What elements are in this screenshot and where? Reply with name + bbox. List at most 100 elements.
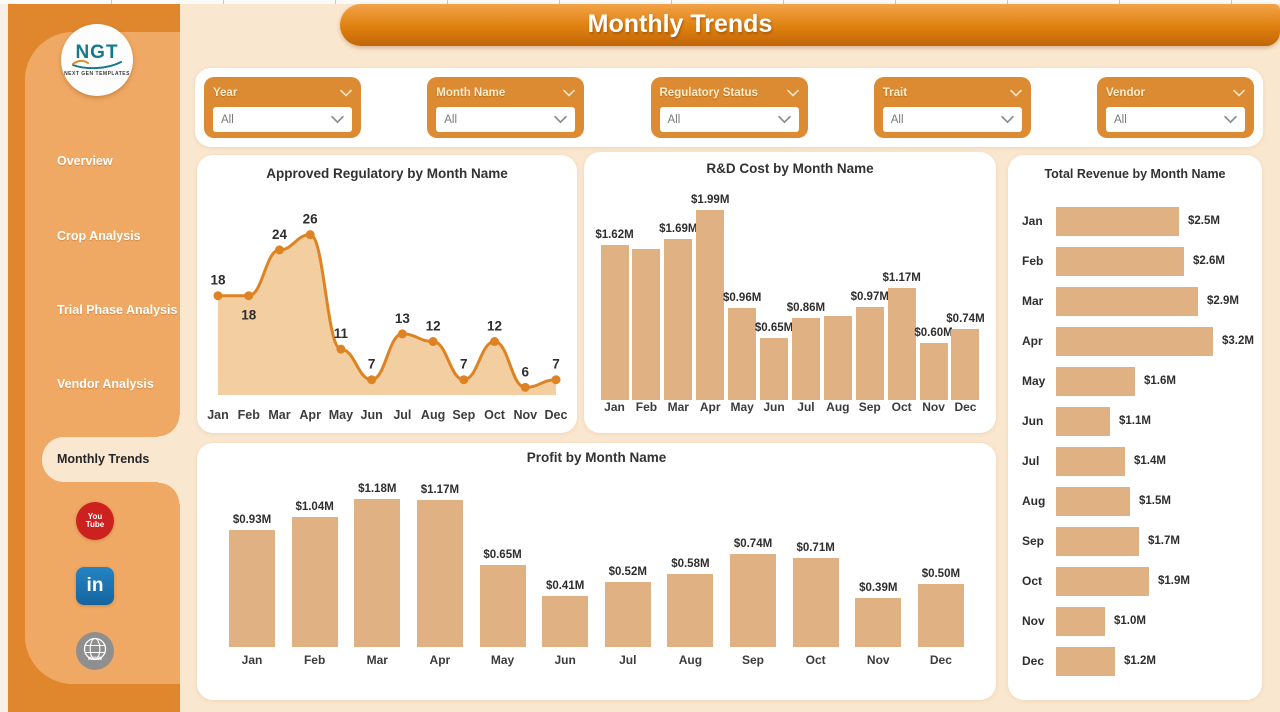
- filter-vendor-dropdown[interactable]: All: [1106, 107, 1245, 132]
- value-label-May: $0.65M: [483, 549, 522, 561]
- bar-Jan[interactable]: [600, 245, 629, 400]
- value-label-Jul: $0.86M: [786, 302, 826, 314]
- line-point-Dec[interactable]: [551, 375, 561, 385]
- bar-Oct[interactable]: [1056, 566, 1149, 596]
- axis-label-Jun: Jun: [554, 653, 576, 667]
- bar-Jul[interactable]: [1056, 446, 1125, 476]
- bar-Nov[interactable]: [919, 343, 948, 400]
- axis-label-Nov: Nov: [866, 653, 890, 667]
- axis-label-May: May: [1022, 374, 1046, 388]
- line-point-Jun[interactable]: [367, 375, 377, 385]
- bar-Jan[interactable]: [1056, 206, 1179, 236]
- website-globe-icon[interactable]: www: [76, 632, 114, 670]
- value-label-Aug: $0.58M: [671, 558, 710, 570]
- bar-Dec[interactable]: [1056, 646, 1115, 676]
- sidebar-item-trial-phase-analysis[interactable]: Trial Phase Analysis: [57, 303, 178, 317]
- bar-Jun[interactable]: [542, 596, 589, 647]
- bar-Jul[interactable]: [791, 318, 820, 400]
- filter-month-name-dropdown[interactable]: All: [436, 107, 576, 132]
- filter-selected-value: All: [444, 113, 458, 126]
- line-point-Jul[interactable]: [397, 329, 407, 339]
- youtube-icon[interactable]: You Tube: [76, 502, 114, 540]
- line-area-chart: 18 18 24 26 11 7 13 12 7 12 6 7: [210, 212, 561, 395]
- sidebar-item-vendor-analysis[interactable]: Vendor Analysis: [57, 377, 154, 391]
- bar-Apr[interactable]: [696, 210, 725, 400]
- line-point-Nov[interactable]: [520, 382, 530, 392]
- bar-Nov[interactable]: [855, 598, 902, 647]
- filter-trait-dropdown[interactable]: All: [882, 107, 1022, 132]
- axis-label-Jan: Jan: [241, 653, 263, 667]
- sidebar-item-monthly-trends[interactable]: Monthly Trends: [42, 415, 180, 504]
- bar-column-Nov: $0.60M: [914, 178, 953, 400]
- bar-Jun[interactable]: [1056, 406, 1110, 436]
- card-profit: Profit by Month Name $0.93M $1.04M $1.18M $…: [197, 443, 996, 700]
- bar-May[interactable]: [728, 308, 757, 400]
- bar-Aug[interactable]: [667, 574, 714, 647]
- value-label-Dec: $0.74M: [946, 313, 985, 325]
- rd-cost-x-axis: Jan Feb Mar Apr May Jun Jul Aug Sep Oct Nov Dec: [600, 400, 980, 420]
- filter-collapse-chevron[interactable]: [1233, 84, 1245, 102]
- bar-Nov[interactable]: [1056, 606, 1105, 636]
- bar-Sep[interactable]: [1056, 526, 1139, 556]
- line-point-Sep[interactable]: [459, 375, 469, 385]
- filter-collapse-chevron[interactable]: [563, 84, 576, 102]
- bar-May[interactable]: [479, 565, 526, 647]
- filter-collapse-chevron[interactable]: [786, 84, 799, 102]
- bar-May[interactable]: [1056, 366, 1135, 396]
- line-point-Mar[interactable]: [274, 245, 284, 255]
- bar-Mar[interactable]: [1056, 286, 1198, 316]
- filter-label: Trait: [882, 87, 908, 99]
- bar-Aug[interactable]: [1056, 486, 1130, 516]
- line-point-Jan[interactable]: [213, 291, 223, 301]
- bar-Dec[interactable]: [917, 584, 964, 647]
- bar-Mar[interactable]: [664, 239, 693, 400]
- value-label-Jan: $1.62M: [595, 229, 634, 241]
- bar-Apr[interactable]: [416, 500, 463, 647]
- bar-Dec[interactable]: [951, 329, 980, 400]
- sidebar: NGT NEXT GEN TEMPLATES Overview Crop Anal…: [8, 4, 180, 712]
- bar-Feb[interactable]: [291, 517, 338, 647]
- bar-Aug[interactable]: [823, 316, 852, 400]
- bar-Oct[interactable]: [792, 558, 839, 647]
- chevron-down-icon: [554, 115, 568, 123]
- bar-column-May: $0.96M: [723, 178, 761, 400]
- bar-column-Jan: $0.93M: [223, 479, 281, 647]
- linkedin-icon[interactable]: in: [76, 567, 114, 605]
- bar-column-Oct: $0.71M: [787, 479, 845, 647]
- value-label-Jan: 18: [210, 273, 226, 288]
- sidebar-item-overview[interactable]: Overview: [57, 154, 113, 168]
- bar-Feb[interactable]: [1056, 246, 1184, 276]
- bar-Sep[interactable]: [855, 307, 884, 400]
- bar-column-Jun: $0.65M: [755, 178, 793, 400]
- filter-bar: Year All Month Name All Regulatory Status All…: [195, 68, 1263, 147]
- bar-column-Feb: $1.04M: [286, 479, 344, 647]
- bar-Jan[interactable]: [229, 530, 275, 647]
- page-title: Monthly Trends: [587, 10, 773, 38]
- filter-collapse-chevron[interactable]: [1009, 84, 1022, 102]
- bar-Sep[interactable]: [730, 554, 776, 647]
- bar-Jun[interactable]: [760, 338, 789, 400]
- bar-column-Apr: $1.17M: [411, 479, 469, 647]
- filter-collapse-chevron[interactable]: [340, 84, 352, 102]
- bar-Mar[interactable]: [354, 499, 401, 647]
- sidebar-item-crop-analysis[interactable]: Crop Analysis: [57, 229, 141, 243]
- total-revenue-plot: Jan $2.5M Feb $2.6M Mar $2.9M Apr $3.2M May $1.6M…: [1022, 201, 1262, 681]
- globe-glyph: www: [76, 632, 114, 670]
- bar-Feb[interactable]: [632, 249, 661, 400]
- bar-Oct[interactable]: [887, 288, 916, 400]
- line-point-Oct[interactable]: [490, 337, 500, 347]
- line-point-Apr[interactable]: [305, 230, 315, 240]
- line-point-May[interactable]: [336, 344, 346, 354]
- profit-x-axis: Jan Feb Mar Apr May Jun Jul Aug Sep Oct Nov Dec: [223, 653, 970, 675]
- axis-label-Nov: Nov: [922, 400, 945, 414]
- bar-column-Nov: $0.39M: [849, 479, 907, 647]
- line-point-Aug[interactable]: [428, 337, 438, 347]
- filter-year-dropdown[interactable]: All: [213, 107, 352, 132]
- filter-header: Vendor: [1106, 84, 1245, 102]
- bar-Jul[interactable]: [604, 582, 651, 647]
- filter-regulatory-status-dropdown[interactable]: All: [659, 107, 799, 132]
- axis-label-Mar: Mar: [1022, 294, 1044, 308]
- bar-Apr[interactable]: [1056, 326, 1213, 356]
- line-point-Feb[interactable]: [244, 291, 254, 301]
- value-label-Jun: 7: [368, 357, 376, 372]
